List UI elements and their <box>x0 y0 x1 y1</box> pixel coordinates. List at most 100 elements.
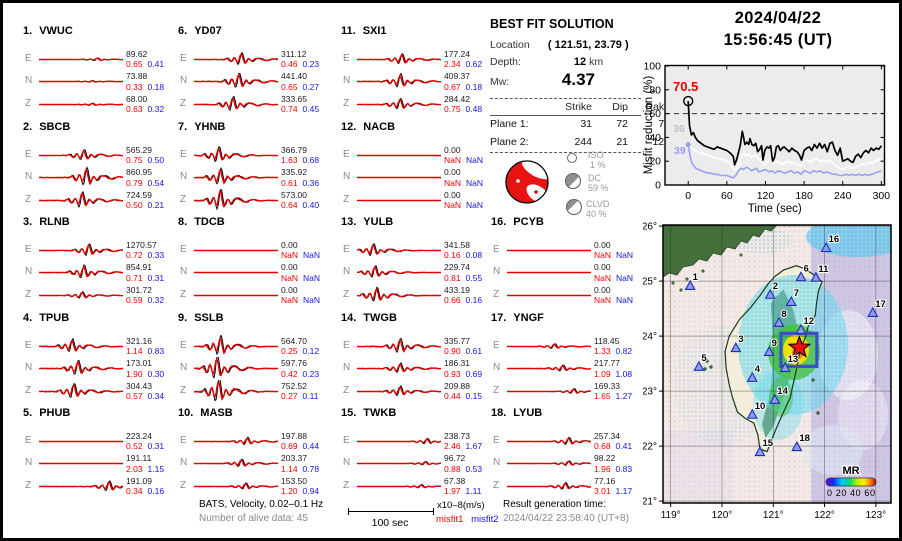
station-name: YNGF <box>513 312 544 324</box>
peak-amplitude-value: 573.00 <box>281 189 307 200</box>
misfit2-value: 0.50 <box>147 155 165 165</box>
component-label: E <box>180 52 187 64</box>
misfit1-value: 1.97 <box>444 486 461 496</box>
waveform-values: 98.22 1.96 0.83 <box>594 453 646 474</box>
waveform-values: 304.43 0.57 0.34 <box>126 381 178 402</box>
waveform-plot <box>39 243 123 256</box>
event-time: 15:56:45 (UT) <box>723 31 833 49</box>
waveform-row: E 177.24 2.34 0.62 <box>341 48 495 71</box>
waveform-values: 177.24 2.34 0.62 <box>444 49 496 70</box>
misfit-legend: misfit1 misfit2 <box>436 514 499 525</box>
svg-text:100: 100 <box>643 61 661 73</box>
waveform-values: 0.00 NaN NaN <box>444 145 496 166</box>
waveform-plot <box>357 52 441 64</box>
waveform-row: E 1270.57 0.72 0.33 <box>23 239 177 262</box>
waveform-values: 0.00 NaN NaN <box>594 285 646 306</box>
waveform-values: 1270.57 0.72 0.33 <box>126 240 178 261</box>
misfit2-value: 0.94 <box>302 486 320 496</box>
station-header: 15. TWKB <box>341 407 396 419</box>
misfit2-value: 0.30 <box>147 368 165 379</box>
misfit1-value: 1.63 <box>281 155 298 165</box>
component-label: N <box>493 362 501 373</box>
station-number: 11. <box>341 25 356 37</box>
misfit2-value: 0.12 <box>302 346 320 356</box>
map-station-number: 15 <box>762 438 773 449</box>
synthetic-waveform <box>39 168 123 186</box>
component-label: Z <box>493 384 500 396</box>
event-date: 2024/04/22 <box>734 9 822 27</box>
data-info-line: BATS, Velocity, 0.02–0.1 Hz <box>199 499 324 510</box>
waveform-plot <box>357 176 441 179</box>
component-label: N <box>180 171 188 182</box>
misfit2-value: NaN <box>466 177 484 188</box>
waveform-plot <box>507 249 591 251</box>
map-station-number: 4 <box>755 364 761 375</box>
svg-text:119°: 119° <box>661 510 681 521</box>
waveform-plot <box>39 148 123 160</box>
waveform-row: E 341.58 0.16 0.08 <box>341 239 495 262</box>
observed-waveform <box>507 436 591 445</box>
component-label: E <box>343 148 350 160</box>
station-name: TDCB <box>194 216 225 228</box>
synthetic-waveform <box>194 52 278 64</box>
map-station-triangle <box>867 306 879 317</box>
location-row: Location ( 121.51, 23.79 ) <box>490 39 629 51</box>
peak-amplitude-value: 1270.57 <box>126 239 157 250</box>
waveform-values: 118.45 1.33 0.82 <box>594 336 646 357</box>
waveform-row: N 597.76 0.42 0.23 <box>178 357 332 380</box>
peak-amplitude-value: 433.19 <box>444 284 470 295</box>
plane1-rake: 78 <box>658 118 670 130</box>
map-station-triangle <box>795 271 807 282</box>
map-station-number: 13 <box>788 354 799 365</box>
waveform-row: Z 284.42 0.75 0.48 <box>341 93 495 116</box>
synthetic-waveform <box>357 363 441 373</box>
map-station-number: 10 <box>755 401 766 412</box>
waveform-plot <box>194 271 278 274</box>
waveform-row: Z 433.19 0.66 0.16 <box>341 284 495 307</box>
misfit2-value: 0.33 <box>147 250 165 260</box>
misfit1-value: 1.14 <box>126 346 143 356</box>
waveform-plot <box>507 387 591 394</box>
peak-amplitude-value: 153.50 <box>281 475 307 486</box>
waveform-values: 223.24 0.52 0.31 <box>126 431 178 452</box>
misfit1-value: 1.90 <box>126 368 143 379</box>
waveform-values: 0.00 NaN NaN <box>444 167 496 188</box>
component-label: N <box>25 457 33 468</box>
waveform-values: 257.34 0.68 0.41 <box>594 431 646 452</box>
waveform-values: 0.00 NaN NaN <box>281 262 333 283</box>
svg-text:21°: 21° <box>643 497 657 508</box>
station-number: 9. <box>178 312 188 324</box>
waveform-plot <box>194 481 278 489</box>
misfit2-value: 0.68 <box>302 155 320 165</box>
waveform-plot <box>39 290 123 299</box>
peak-amplitude-value: 0.00 <box>444 167 461 177</box>
peak-amplitude-value: 335.92 <box>281 167 307 177</box>
misfit2-value: NaN <box>616 295 634 305</box>
misfit2-value: 0.69 <box>465 368 483 379</box>
svg-text:300: 300 <box>873 190 891 202</box>
waveform-plot <box>39 166 123 186</box>
station-name: YHNB <box>194 121 226 133</box>
alive-data-count: Number of alive data: 45 <box>199 513 308 524</box>
synthetic-waveform <box>357 483 441 488</box>
amplitude-units: x10–8(m/s) <box>437 500 485 511</box>
peak-amplitude-value: 238.73 <box>444 430 470 441</box>
waveform-values: 169.33 1.65 1.27 <box>594 381 646 402</box>
station-number: 13. <box>341 216 357 228</box>
waveform-values: 96.72 0.88 0.53 <box>444 453 496 474</box>
map-station-triangle <box>810 271 822 282</box>
station-header: 7. YHNB <box>178 121 225 133</box>
map-station-number: 1 <box>693 272 699 283</box>
location-value: ( 121.51, 23.79 ) <box>547 39 629 51</box>
station-name: YULB <box>363 216 394 228</box>
station-block: 14. TWGB E 335.77 0.90 0.61 N 186.31 0.93 0… <box>341 312 495 407</box>
station-header: 4. TPUB <box>23 312 69 324</box>
synthetic-waveform <box>507 437 591 445</box>
svg-text:23°: 23° <box>643 387 657 398</box>
waveform-row: Z 68.00 0.63 0.32 <box>23 93 177 116</box>
svg-text:26°: 26° <box>643 222 657 233</box>
synthetic-waveform <box>507 365 591 372</box>
svg-text:40: 40 <box>649 132 661 144</box>
waveform-values: 433.19 0.66 0.16 <box>444 285 496 306</box>
mw-row: Mw: 4.37 <box>490 70 595 90</box>
